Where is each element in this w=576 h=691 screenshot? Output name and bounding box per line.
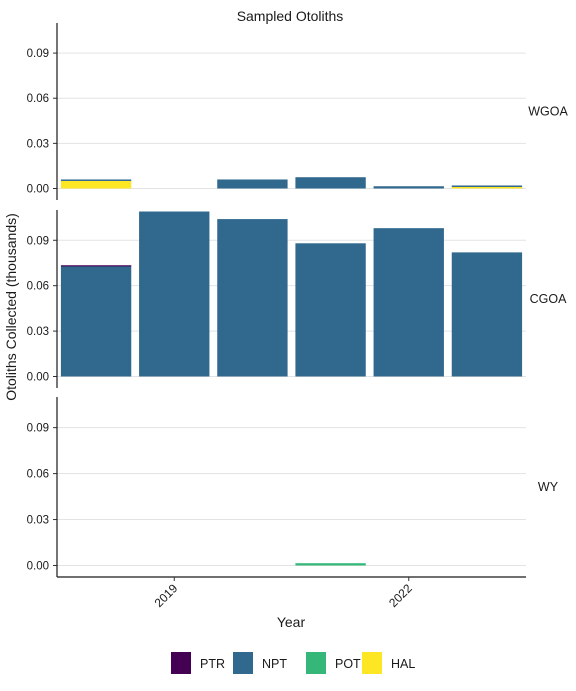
legend-swatch bbox=[362, 652, 382, 674]
chart-title: Sampled Otoliths bbox=[237, 8, 344, 24]
legend-swatch bbox=[171, 652, 191, 674]
legend-swatch bbox=[306, 652, 326, 674]
bar-pot-2021 bbox=[295, 563, 366, 566]
y-tick-label: 0.09 bbox=[27, 48, 49, 60]
legend-label: PTR bbox=[200, 657, 225, 671]
legend-item-hal: HAL bbox=[362, 652, 415, 674]
x-axis-label: Year bbox=[277, 614, 306, 630]
y-axis-label: Otoliths Collected (thousands) bbox=[3, 213, 19, 401]
bar-npt-2019 bbox=[139, 211, 210, 377]
y-tick-label: 0.00 bbox=[27, 184, 49, 196]
facet-label: WGOA bbox=[528, 105, 568, 119]
bar-npt-2018 bbox=[60, 179, 132, 181]
x-tick-label: 2019 bbox=[152, 581, 181, 610]
bar-npt-2020 bbox=[217, 219, 288, 377]
facet-panel-cgoa: 0.00 0.03 0.06 0.09 CGOA bbox=[27, 210, 567, 388]
y-tick-label: 0.00 bbox=[27, 561, 49, 573]
y-tick-label: 0.09 bbox=[27, 235, 49, 247]
bar-npt-2020 bbox=[217, 179, 288, 189]
bar-ptr-2018 bbox=[60, 265, 132, 267]
legend-label: POT bbox=[335, 657, 361, 671]
legend-item-pot: POT bbox=[306, 652, 361, 674]
y-tick-label: 0.06 bbox=[27, 469, 49, 481]
legend-swatch bbox=[233, 652, 253, 674]
facet-panel-wy: 0.00 0.03 0.06 0.09 WY bbox=[27, 397, 559, 577]
y-tick-label: 0.00 bbox=[27, 372, 49, 384]
facet-label: CGOA bbox=[530, 292, 567, 306]
facet-label: WY bbox=[538, 480, 559, 494]
bar-npt-2023 bbox=[451, 185, 523, 187]
bar-hal-2018 bbox=[60, 180, 132, 189]
bar-npt-2023 bbox=[451, 252, 523, 377]
bar-hal-2023 bbox=[451, 186, 523, 189]
y-tick-label: 0.06 bbox=[27, 93, 49, 105]
legend-label: NPT bbox=[262, 657, 287, 671]
x-tick-label: 2022 bbox=[386, 581, 415, 610]
legend-item-ptr: PTR bbox=[171, 652, 225, 674]
y-tick-label: 0.03 bbox=[27, 515, 49, 527]
bar-npt-2021 bbox=[295, 243, 366, 377]
legend-item-npt: NPT bbox=[233, 652, 287, 674]
facet-panel-wgoa: 0.00 0.03 0.06 0.09 WGOA bbox=[27, 23, 568, 200]
bar-npt-2018 bbox=[60, 266, 132, 377]
bar-npt-2022 bbox=[373, 228, 444, 377]
y-tick-label: 0.03 bbox=[27, 138, 49, 150]
y-tick-label: 0.09 bbox=[27, 423, 49, 435]
legend: PTR NPT POT HAL bbox=[171, 652, 415, 674]
facet-panels: 0.00 0.03 0.06 0.09 WGOA 0.00 0.03 0.06 0.09 CGOA… bbox=[27, 23, 568, 610]
y-tick-label: 0.06 bbox=[27, 281, 49, 293]
y-tick-label: 0.03 bbox=[27, 326, 49, 338]
bar-npt-2021 bbox=[295, 177, 366, 189]
legend-label: HAL bbox=[391, 657, 415, 671]
bar-npt-2022 bbox=[373, 186, 444, 189]
